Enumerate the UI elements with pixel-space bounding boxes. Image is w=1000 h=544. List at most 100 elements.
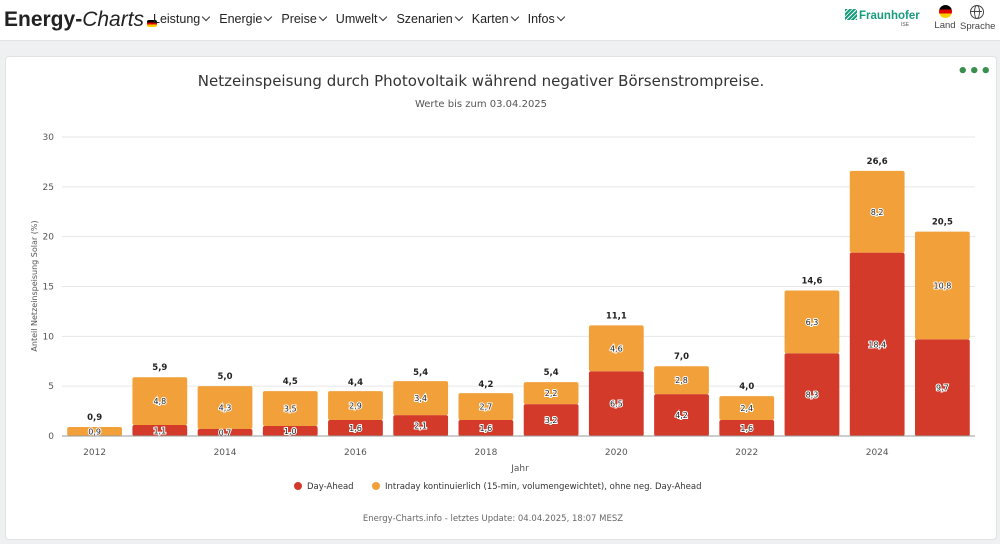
segment-data-label: 4,2 xyxy=(675,411,688,420)
fraunhofer-mark-icon xyxy=(845,9,857,20)
segment-data-label: 1,0 xyxy=(284,427,297,436)
segment-data-label: 1,6 xyxy=(480,424,493,433)
axes: 0 5 10 15 20 25 30 2012 2014 2016 2018 2020 2022 2024 xyxy=(43,133,975,458)
nav-item-szenarien[interactable]: Szenarien xyxy=(391,10,466,28)
main-nav: Leistung Energie Preise Umwelt Szenarien… xyxy=(148,10,569,28)
energy-charts-logo[interactable]: Energy-Charts xyxy=(4,6,158,34)
nav-item-leistung[interactable]: Leistung xyxy=(148,10,214,28)
segment-data-label: 3,5 xyxy=(284,405,297,414)
bar-segment xyxy=(458,420,514,436)
y-tick-label: 5 xyxy=(48,382,54,392)
total-data-label: 5,9 xyxy=(152,363,167,373)
x-tick-label: 2018 xyxy=(474,448,497,458)
bar-segment xyxy=(328,391,383,421)
bar-segment xyxy=(393,381,449,416)
total-data-label: 7,0 xyxy=(674,352,689,362)
segment-data-label: 2,9 xyxy=(349,402,362,411)
legend-entry: Day-Ahead xyxy=(307,482,354,492)
segment-data-label: 1,1 xyxy=(153,427,166,436)
total-data-label: 5,4 xyxy=(413,368,428,378)
more-options-icon[interactable]: ••• xyxy=(957,61,992,82)
total-data-label: 4,5 xyxy=(283,377,298,387)
total-data-label: 26,6 xyxy=(867,157,888,167)
language-label: Sprache xyxy=(960,21,996,32)
total-data-label: 4,4 xyxy=(348,378,363,388)
total-data-label: 0,9 xyxy=(87,413,102,423)
globe-icon xyxy=(970,5,984,19)
total-data-label: 4,2 xyxy=(478,380,493,390)
bar-segment xyxy=(393,415,449,436)
bars xyxy=(67,170,970,436)
y-tick-label: 20 xyxy=(43,233,55,243)
bar-segment xyxy=(262,426,318,436)
bar-segment xyxy=(654,366,709,395)
nav-item-preise[interactable]: Preise xyxy=(276,10,330,28)
x-tick-label: 2024 xyxy=(866,448,889,458)
chart-title: Netzeinspeisung durch Photovoltaik währe… xyxy=(198,72,765,90)
bar-segment xyxy=(654,394,709,436)
language-button[interactable]: Sprache xyxy=(960,5,996,32)
bar-segment xyxy=(458,393,514,421)
bar-segment xyxy=(719,396,775,421)
bar-segment xyxy=(197,386,253,430)
top-navigation-bar: Energy-Charts Leistung Energie Preise Um… xyxy=(0,0,1000,41)
fraunhofer-logo[interactable]: Fraunhofer ISE xyxy=(845,9,920,33)
x-tick-label: 2016 xyxy=(344,448,367,458)
segment-data-label: 3,4 xyxy=(414,394,427,403)
total-data-label: 5,0 xyxy=(218,372,233,382)
x-axis-title: Jahr xyxy=(510,464,529,474)
total-data-label: 20,5 xyxy=(932,218,953,228)
segment-data-label: 4,6 xyxy=(610,344,623,353)
nav-item-infos[interactable]: Infos xyxy=(523,10,569,28)
bar-segment xyxy=(719,420,775,436)
nav-item-karten[interactable]: Karten xyxy=(467,10,523,28)
y-tick-label: 15 xyxy=(43,283,54,293)
segment-data-label: 6,3 xyxy=(806,318,819,327)
bar-segment xyxy=(849,252,905,436)
logo-text-charts: Charts xyxy=(82,8,145,31)
bar-segment xyxy=(588,325,644,372)
german-flag-icon xyxy=(938,5,952,18)
nav-item-umwelt[interactable]: Umwelt xyxy=(331,10,392,28)
fraunhofer-sub-label: ISE xyxy=(901,22,910,28)
bar-segment xyxy=(523,382,579,405)
data-labels: 0,9 0,9 1,1 4,8 5,9 0,7 4,3 5,0 1,0 3,5 4,5 1,6 2,9 4… xyxy=(87,157,953,439)
nav-item-energie[interactable]: Energie xyxy=(214,10,276,28)
segment-data-label: 18,4 xyxy=(868,340,886,349)
y-tick-label: 25 xyxy=(43,183,54,193)
segment-data-label: 4,3 xyxy=(219,404,232,413)
segment-data-label: 6,5 xyxy=(610,400,623,409)
bar-segment xyxy=(588,371,644,436)
x-tick-label: 2020 xyxy=(605,448,628,458)
logo-text-energy: Energy- xyxy=(4,8,83,31)
segment-data-label: 1,6 xyxy=(740,424,753,433)
land-button[interactable]: Land xyxy=(928,5,962,31)
segment-data-label: 8,2 xyxy=(871,208,884,217)
segment-data-label: 0,9 xyxy=(88,428,101,437)
y-axis-title: Anteil Netzeinspeisung Solar (%) xyxy=(30,220,39,351)
segment-data-label: 2,2 xyxy=(545,389,558,398)
german-flag-icon xyxy=(147,20,158,27)
segment-data-label: 1,6 xyxy=(349,424,362,433)
legend: Day-Ahead Intraday kontinuierlich (15-min… xyxy=(294,482,702,492)
y-tick-label: 10 xyxy=(43,332,55,342)
x-tick-label: 2022 xyxy=(735,448,758,458)
total-data-label: 5,4 xyxy=(544,368,559,378)
segment-data-label: 2,1 xyxy=(414,422,427,431)
footer-credit: Energy-Charts.info - letztes Update: 04.… xyxy=(363,514,623,524)
x-tick-label: 2012 xyxy=(83,448,106,458)
total-data-label: 14,6 xyxy=(801,276,822,286)
total-data-label: 11,1 xyxy=(606,311,627,321)
segment-data-label: 2,8 xyxy=(675,376,688,385)
y-tick-label: 30 xyxy=(43,133,55,143)
legend-entry: Intraday kontinuierlich (15-min, volumen… xyxy=(385,482,702,492)
segment-data-label: 9,7 xyxy=(936,384,949,393)
legend-swatch xyxy=(294,482,302,490)
segment-data-label: 4,8 xyxy=(153,397,166,406)
segment-data-label: 2,4 xyxy=(740,404,753,413)
legend-swatch xyxy=(372,482,380,490)
segment-data-label: 2,7 xyxy=(480,403,493,412)
segment-data-label: 3,2 xyxy=(545,416,558,425)
y-tick-label: 0 xyxy=(48,432,54,442)
